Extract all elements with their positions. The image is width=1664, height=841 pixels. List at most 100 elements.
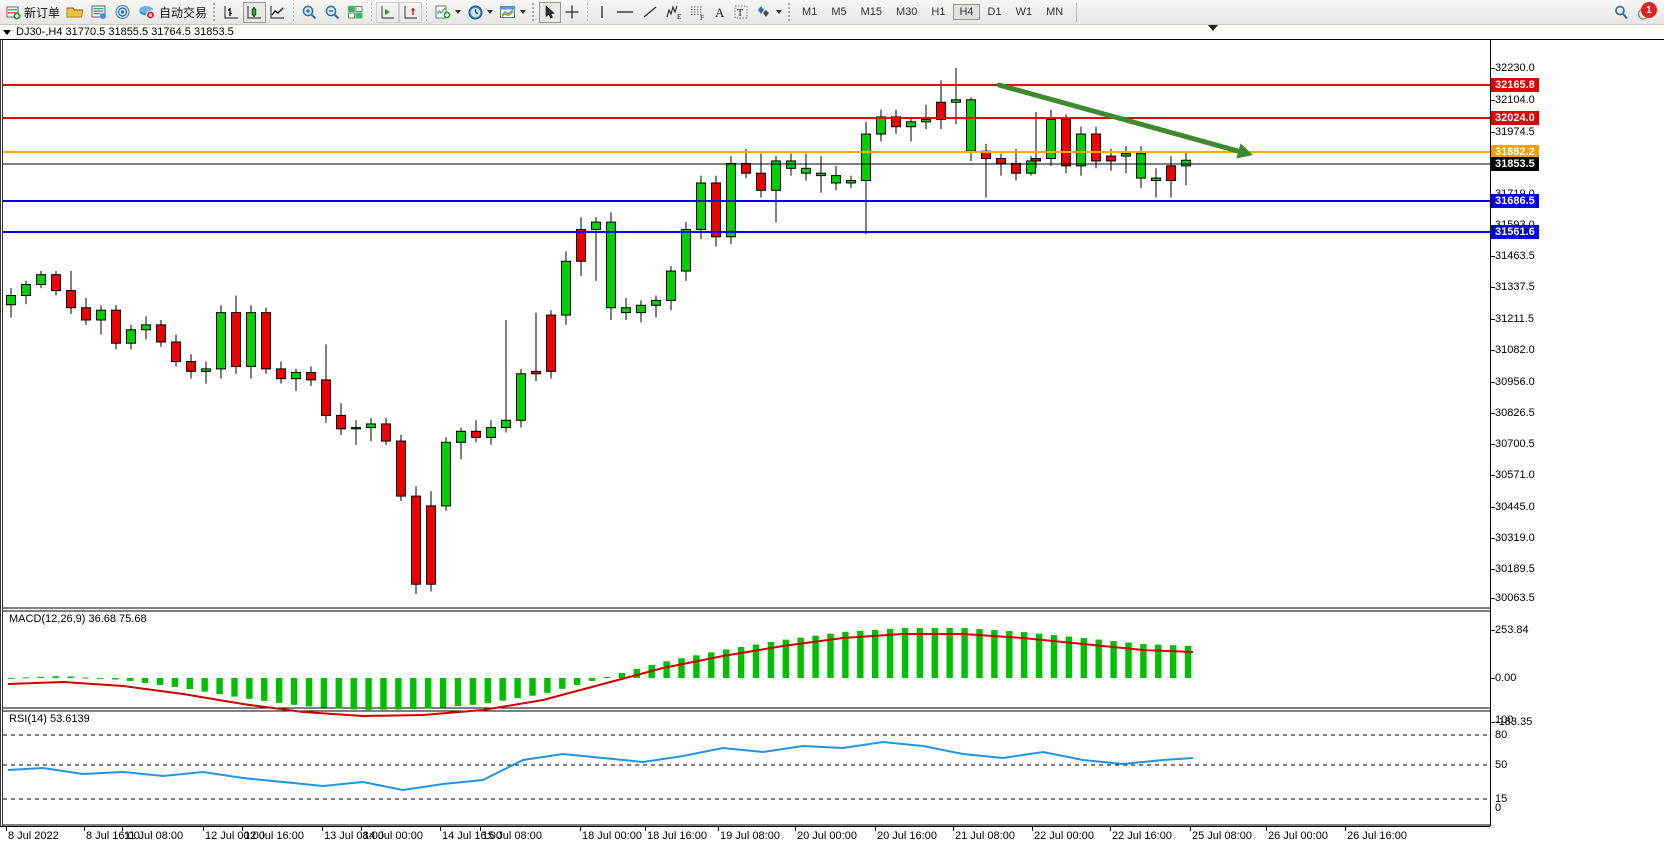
price-scale-axis[interactable]: 32230.032104.031974.531719.031593.031463… xyxy=(1490,40,1664,826)
rsi-tick-label: 50 xyxy=(1495,759,1508,771)
shapes-caret-icon[interactable] xyxy=(776,10,783,14)
price-level-badge-resistance-red-2[interactable]: 32024.0 xyxy=(1491,111,1539,125)
toolbar-separator-5 xyxy=(532,2,535,22)
indicators-button[interactable] xyxy=(431,2,464,23)
elliott-wave-icon: E xyxy=(665,4,683,21)
time-tick-mark xyxy=(242,827,243,831)
down-trend-arrow[interactable] xyxy=(996,82,1253,159)
cursor-tool-button[interactable] xyxy=(539,1,562,23)
rsi-tick-label: 80 xyxy=(1495,729,1508,741)
chart-plot-area[interactable]: MACD(12,26,9) 36.68 75.68 RSI(14) 53.613… xyxy=(0,40,1490,826)
timeframe-w1[interactable]: W1 xyxy=(1015,6,1033,18)
price-tick-label: 31082.0 xyxy=(1495,344,1535,356)
templates-button[interactable] xyxy=(496,2,529,23)
shift-end-button[interactable] xyxy=(376,1,400,23)
price-tick-mark xyxy=(1491,475,1495,476)
time-tick-label: 8 Jul 16:00 xyxy=(86,830,140,841)
elliott-wave-button[interactable]: E xyxy=(662,2,686,23)
notifications-button[interactable]: 1 xyxy=(1633,2,1664,23)
chart-symbol-ohlc-label: DJ30-,H4 31770.5 31855.5 31764.5 31853.5 xyxy=(16,26,234,38)
time-tick-label: 11 Jul 08:00 xyxy=(124,830,184,841)
price-level-badge-pivot-orange[interactable]: 31882.2 xyxy=(1491,145,1539,159)
line-chart-icon xyxy=(269,4,286,21)
svg-text:E: E xyxy=(677,13,681,21)
price-level-badge-current-price[interactable]: 31853.5 xyxy=(1491,157,1539,171)
time-tick-mark xyxy=(645,827,646,831)
timeframe-m15[interactable]: M15 xyxy=(860,6,882,18)
zoom-out-button[interactable] xyxy=(321,2,344,23)
new-order-label: 新订单 xyxy=(24,5,61,20)
text-label-button[interactable]: A xyxy=(710,2,730,23)
shapes-button[interactable] xyxy=(752,2,785,23)
timeframe-d1[interactable]: D1 xyxy=(987,6,1002,18)
search-button[interactable] xyxy=(1610,2,1633,23)
horizontal-line-icon xyxy=(615,4,635,20)
vertical-line-button[interactable] xyxy=(592,2,612,23)
timeframe-m1[interactable]: M1 xyxy=(802,6,818,18)
macd-tick-mark xyxy=(1491,722,1495,723)
price-tick-mark xyxy=(1491,444,1495,445)
zoom-in-icon xyxy=(301,4,318,21)
time-tick-mark xyxy=(440,827,441,831)
tile-windows-button[interactable] xyxy=(344,2,367,23)
time-tick-mark xyxy=(6,827,7,831)
price-tick-label: 30571.0 xyxy=(1495,469,1535,481)
horizontal-line-button[interactable] xyxy=(612,2,638,23)
timeframe-h4[interactable]: H4 xyxy=(953,4,980,20)
price-tick-label: 31974.5 xyxy=(1495,126,1535,138)
text-box-button[interactable]: T xyxy=(730,2,752,23)
line-chart-button[interactable] xyxy=(266,2,289,23)
timeframe-m5[interactable]: M5 xyxy=(831,6,847,18)
vertical-line-icon xyxy=(595,4,609,20)
time-tick-mark xyxy=(480,827,481,831)
time-tick-mark xyxy=(1032,827,1033,831)
time-tick-mark xyxy=(322,827,323,831)
zoom-in-button[interactable] xyxy=(298,2,321,23)
candlestick-chart-button[interactable] xyxy=(243,1,267,23)
price-level-badge-resistance-red-1[interactable]: 32165.8 xyxy=(1491,78,1539,92)
templates-caret-icon[interactable] xyxy=(520,10,527,14)
period-button[interactable] xyxy=(464,2,496,23)
toolbar-separator-2 xyxy=(293,2,295,22)
time-tick-mark xyxy=(1190,827,1191,831)
trendline-button[interactable] xyxy=(638,2,662,23)
notification-badge: 1 xyxy=(1641,2,1657,18)
bar-chart-button[interactable] xyxy=(220,2,243,23)
cursor-icon xyxy=(543,4,557,20)
fibonacci-button[interactable]: F xyxy=(686,2,710,23)
timeframe-mn[interactable]: MN xyxy=(1046,6,1064,18)
macd-rsi-separator xyxy=(3,707,1490,712)
chart-titlebar: DJ30-,H4 31770.5 31855.5 31764.5 31853.5 xyxy=(0,25,1664,40)
time-scale-axis[interactable]: 8 Jul 2022 8 Jul 16:00 11 Jul 08:00 12 Jul … xyxy=(0,826,1490,841)
indicators-icon xyxy=(434,4,452,20)
shapes-icon xyxy=(755,4,773,20)
indicators-caret-icon[interactable] xyxy=(455,10,462,14)
main-toolbar: 新订单 xyxy=(0,0,1664,25)
price-level-badge-support-blue-2[interactable]: 31561.6 xyxy=(1491,225,1539,239)
bar-chart-icon xyxy=(223,4,240,21)
price-tick-mark xyxy=(1491,569,1495,570)
rsi-tick-label: 15 xyxy=(1495,793,1508,805)
macd-tick-label: -183.35 xyxy=(1495,716,1533,728)
auto-scroll-button[interactable] xyxy=(399,1,423,23)
time-tick-label: 22 Jul 00:00 xyxy=(1034,830,1094,841)
new-order-button[interactable]: 新订单 xyxy=(2,2,63,23)
time-tick-mark xyxy=(1345,827,1346,831)
price-level-badge-support-blue-1[interactable]: 31686.5 xyxy=(1491,194,1539,208)
time-tick-label: 14 Jul 16:00 xyxy=(442,830,502,841)
time-tick-label: 20 Jul 00:00 xyxy=(797,830,857,841)
period-caret-icon[interactable] xyxy=(487,10,494,14)
timeframe-m30[interactable]: M30 xyxy=(896,6,918,18)
window-list-caret-icon[interactable] xyxy=(1208,25,1218,31)
timeframe-h1[interactable]: H1 xyxy=(931,6,946,18)
folder-button[interactable] xyxy=(63,2,87,23)
chart-menu-caret-icon[interactable] xyxy=(3,29,11,35)
profiles-button[interactable] xyxy=(87,2,111,23)
price-tick-label: 31337.5 xyxy=(1495,281,1535,293)
market-watch-button[interactable] xyxy=(111,2,135,23)
time-tick-label: 15 Jul 08:00 xyxy=(482,830,542,841)
crosshair-tool-button[interactable] xyxy=(561,2,583,23)
rsi-bottom-separator xyxy=(3,824,1490,826)
price-tick-mark xyxy=(1491,68,1495,69)
autotrading-button[interactable]: 自动交易 xyxy=(135,2,210,23)
